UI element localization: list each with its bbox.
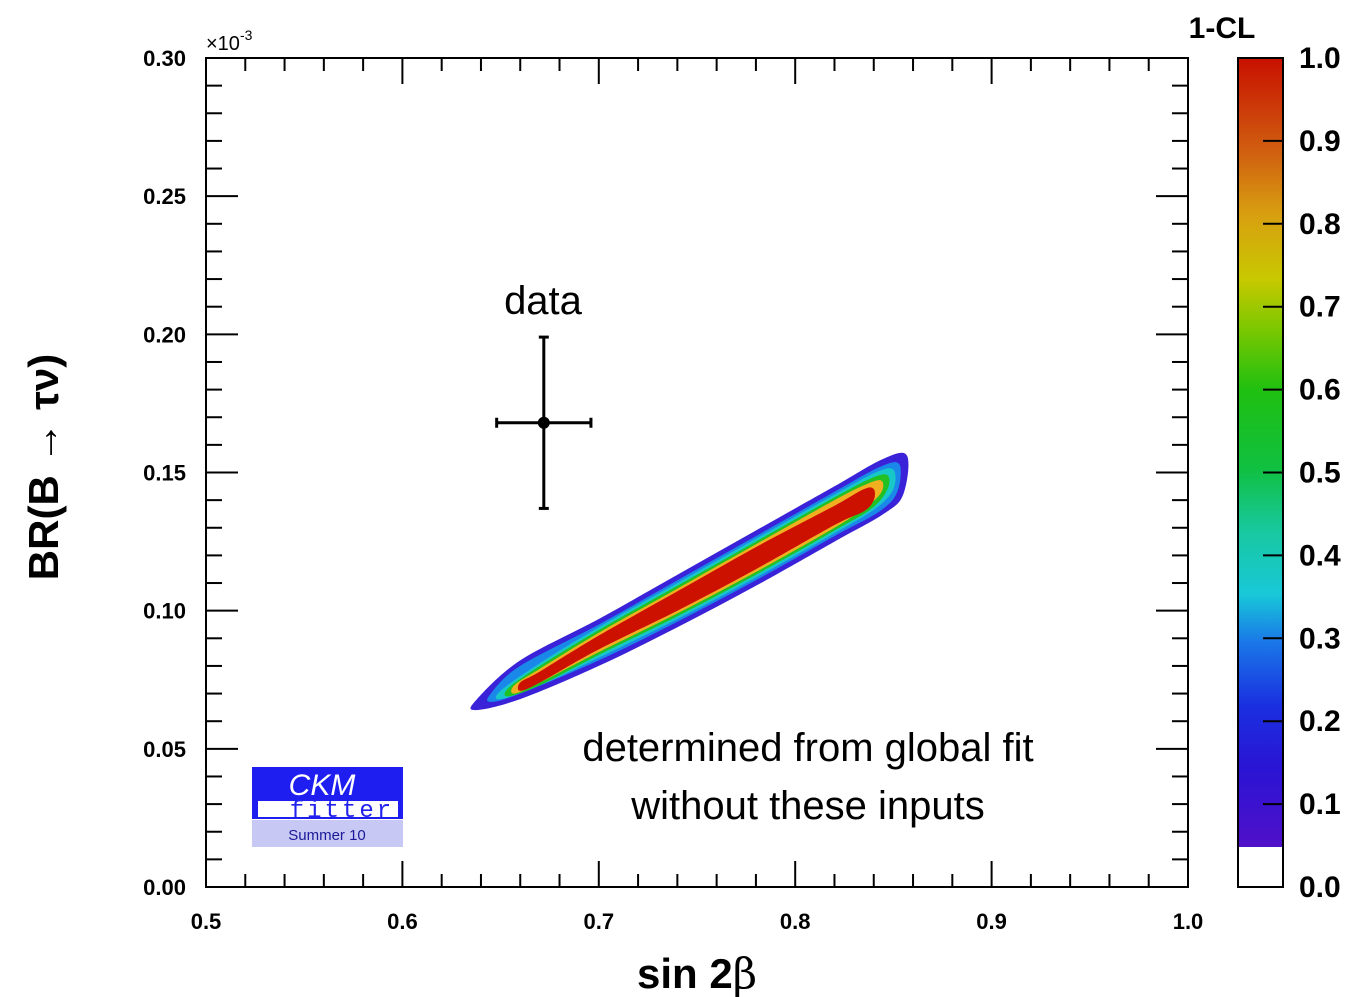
colorbar-tick-label: 0.7 [1299, 291, 1341, 324]
y-tick-label: 0.00 [143, 875, 186, 900]
y-tick-label: 0.25 [143, 184, 186, 209]
logo-ckm-text: CKM [289, 769, 356, 802]
logo-band [252, 767, 403, 799]
data-label: data [504, 279, 583, 323]
axis-tick-labels: 0.5 0.6 0.7 0.8 0.9 1.0 0.00 0.05 0.10 0.15 0.20 0.… [143, 46, 1203, 934]
colorbar-ticks: 0.0 0.1 0.2 0.3 0.4 0.5 0.6 0.7 0.8 0.9 1.0 [1263, 42, 1341, 904]
colorbar-tick-label: 0.9 [1299, 125, 1341, 158]
y-tick-label: 0.20 [143, 322, 186, 347]
y-tick-label: 0.30 [143, 46, 186, 71]
colorbar-tick-label: 0.5 [1299, 457, 1341, 490]
colorbar-tick-label: 0.8 [1299, 208, 1341, 241]
colorbar: 0.0 0.1 0.2 0.3 0.4 0.5 0.6 0.7 0.8 0.9 1.0 1-CL [1189, 12, 1341, 904]
fit-description-line1: determined from global fit [582, 726, 1033, 770]
colorbar-tick-label: 0.4 [1299, 539, 1341, 572]
x-axis-title: sin 2β [637, 949, 757, 997]
data-point [495, 335, 593, 510]
x-tick-label: 1.0 [1173, 909, 1204, 934]
colorbar-white [1238, 847, 1283, 887]
x-tick-label: 0.5 [191, 909, 222, 934]
y-tick-label: 0.10 [143, 599, 186, 624]
y-multiplier: ×10-3 [206, 27, 253, 55]
colorbar-tick-label: 0.0 [1299, 871, 1341, 904]
colorbar-tick-label: 0.2 [1299, 705, 1341, 738]
colorbar-tick-label: 0.3 [1299, 622, 1341, 655]
data-marker [537, 416, 550, 429]
y-tick-label: 0.05 [143, 737, 186, 762]
y-axis-title: BR(B → τν) [20, 354, 67, 580]
contour-level [517, 487, 875, 691]
logo-season-bg [252, 820, 403, 847]
colorbar-tick-label: 0.1 [1299, 788, 1341, 821]
y-tick-label: 0.15 [143, 461, 186, 486]
colorbar-gradient [1238, 58, 1283, 847]
ckmfitter-logo: CKM fitter Summer 10 [252, 767, 403, 847]
axis-ticks [205, 57, 1189, 888]
logo-fitter-text: fitter [290, 798, 394, 825]
fit-region [470, 452, 909, 711]
x-tick-label: 0.8 [780, 909, 811, 934]
logo-season-text: Summer 10 [288, 827, 366, 844]
x-tick-label: 0.9 [976, 909, 1007, 934]
logo-fitter-bg [258, 801, 398, 817]
colorbar-tick-label: 1.0 [1299, 42, 1341, 75]
colorbar-tick-label: 0.6 [1299, 374, 1341, 407]
fit-description-line2: without these inputs [630, 784, 985, 828]
x-tick-label: 0.7 [584, 909, 615, 934]
colorbar-title: 1-CL [1189, 12, 1256, 45]
x-tick-label: 0.6 [387, 909, 418, 934]
